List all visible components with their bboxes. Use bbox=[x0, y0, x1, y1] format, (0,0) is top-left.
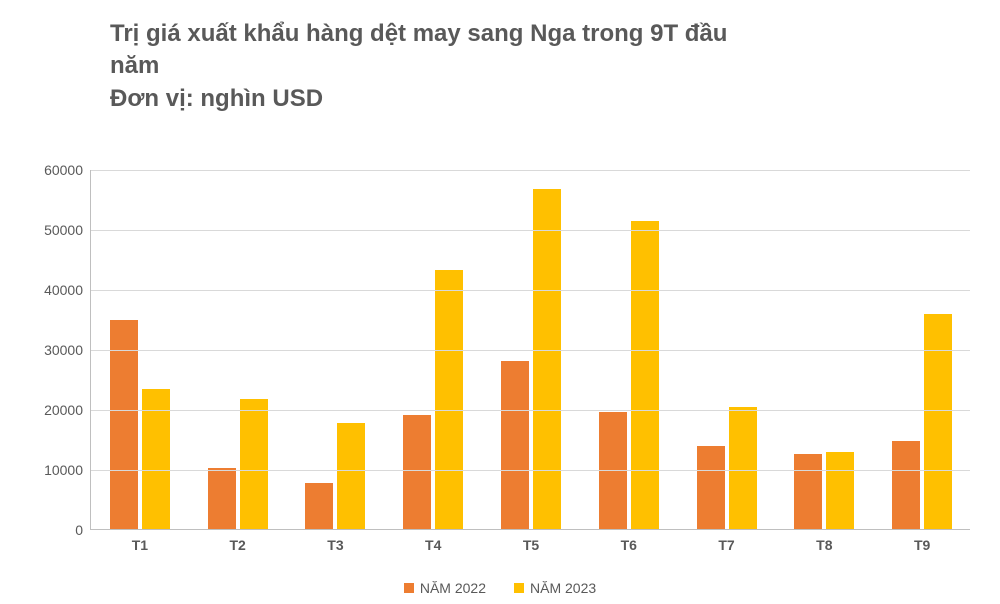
x-axis-label: T1 bbox=[132, 537, 148, 553]
bar bbox=[403, 415, 431, 529]
bar bbox=[337, 423, 365, 529]
y-axis-label: 0 bbox=[75, 522, 83, 538]
chart-title-line-1: Trị giá xuất khẩu hàng dệt may sang Nga … bbox=[110, 18, 930, 50]
x-axis-label: T8 bbox=[816, 537, 832, 553]
plot-area: 0100002000030000400005000060000T1T2T3T4T… bbox=[90, 170, 970, 530]
export-chart: Trị giá xuất khẩu hàng dệt may sang Nga … bbox=[0, 0, 1000, 604]
grid-line bbox=[91, 350, 970, 351]
x-axis-label: T3 bbox=[327, 537, 343, 553]
y-axis-label: 30000 bbox=[44, 342, 83, 358]
grid-line bbox=[91, 230, 970, 231]
x-axis-label: T9 bbox=[914, 537, 930, 553]
legend-item: NĂM 2022 bbox=[404, 580, 486, 596]
bar bbox=[435, 270, 463, 529]
x-axis-label: T6 bbox=[621, 537, 637, 553]
grid-line bbox=[91, 170, 970, 171]
bar bbox=[826, 452, 854, 529]
legend-label: NĂM 2023 bbox=[530, 580, 596, 596]
y-axis-label: 40000 bbox=[44, 282, 83, 298]
x-axis-label: T2 bbox=[229, 537, 245, 553]
bar bbox=[208, 468, 236, 529]
grid-line bbox=[91, 470, 970, 471]
bar bbox=[501, 361, 529, 529]
legend-swatch-icon bbox=[404, 583, 414, 593]
bar bbox=[924, 314, 952, 529]
bar bbox=[240, 399, 268, 529]
grid-line bbox=[91, 410, 970, 411]
bar bbox=[110, 320, 138, 529]
legend: NĂM 2022 NĂM 2023 bbox=[0, 580, 1000, 596]
x-axis-label: T4 bbox=[425, 537, 441, 553]
legend-item: NĂM 2023 bbox=[514, 580, 596, 596]
y-axis-label: 20000 bbox=[44, 402, 83, 418]
chart-title-line-3: Đơn vị: nghìn USD bbox=[110, 83, 930, 115]
chart-title-line-2: năm bbox=[110, 50, 930, 82]
grid-line bbox=[91, 290, 970, 291]
y-axis-label: 60000 bbox=[44, 162, 83, 178]
bar bbox=[631, 221, 659, 529]
y-axis-label: 10000 bbox=[44, 462, 83, 478]
bar bbox=[697, 446, 725, 529]
bar bbox=[305, 483, 333, 529]
legend-label: NĂM 2022 bbox=[420, 580, 486, 596]
legend-swatch-icon bbox=[514, 583, 524, 593]
bar bbox=[729, 407, 757, 529]
bar bbox=[794, 454, 822, 529]
x-axis-label: T5 bbox=[523, 537, 539, 553]
bar bbox=[533, 189, 561, 529]
bar bbox=[892, 441, 920, 529]
x-axis-label: T7 bbox=[718, 537, 734, 553]
y-axis-label: 50000 bbox=[44, 222, 83, 238]
chart-title-block: Trị giá xuất khẩu hàng dệt may sang Nga … bbox=[110, 18, 930, 115]
